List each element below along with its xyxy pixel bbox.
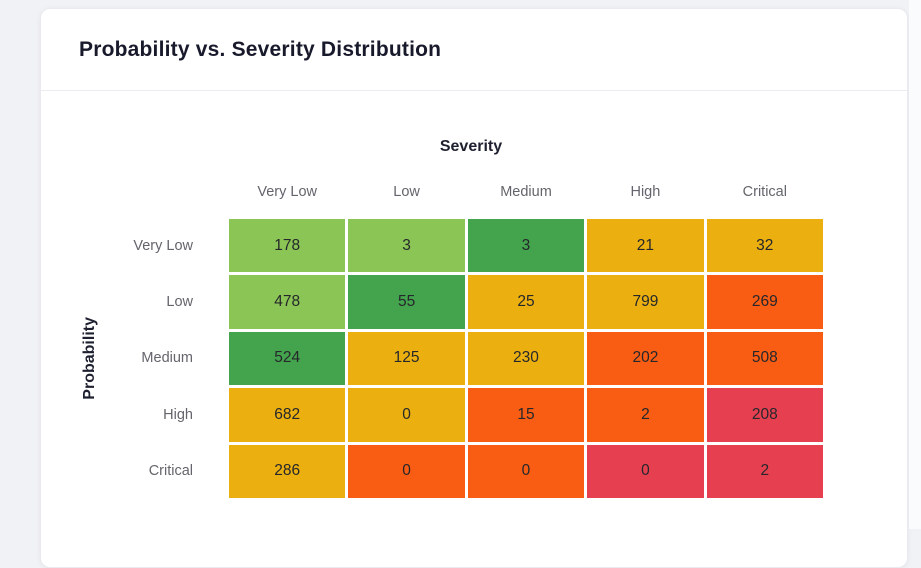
heatmap-cell-very-low-high[interactable]: 21	[587, 219, 704, 273]
row-label-critical: Critical	[148, 463, 193, 480]
heatmap-cell-high-medium[interactable]: 15	[467, 388, 585, 442]
heatmap-cell-critical-very-low[interactable]: 286	[229, 444, 346, 498]
heatmap-cell-medium-very-low[interactable]: 524	[229, 331, 346, 386]
heatmap-cell-very-low-very-low[interactable]: 178	[229, 219, 346, 273]
row-label-very-low: Very Low	[133, 237, 193, 254]
heatmap-cell-medium-critical[interactable]: 508	[706, 331, 823, 386]
heatmap-cell-high-low[interactable]: 0	[348, 388, 465, 442]
heatmap-cell-medium-high[interactable]: 202	[587, 331, 704, 386]
heatmap-cell-very-low-medium[interactable]: 3	[467, 219, 585, 273]
right-gutter	[909, 0, 921, 529]
x-axis-title: Severity	[439, 138, 503, 155]
column-header-low: Low	[393, 184, 420, 200]
heatmap-cell-very-low-low[interactable]: 3	[348, 219, 465, 273]
heatmap-cell-medium-medium[interactable]: 230	[467, 331, 585, 386]
heatmap-cell-critical-high[interactable]: 0	[587, 444, 704, 498]
heatmap-cell-high-critical[interactable]: 208	[706, 388, 823, 442]
heatmap-cell-low-critical[interactable]: 269	[706, 275, 823, 329]
heatmap-cell-high-high[interactable]: 2	[587, 388, 704, 442]
heatmap-cell-low-medium[interactable]: 25	[467, 275, 585, 329]
column-headers: Very Low Low Medium High Critical	[229, 184, 823, 200]
heatmap-cell-low-high[interactable]: 799	[587, 275, 704, 329]
card-title: Probability vs. Severity Distribution	[79, 37, 442, 61]
heatmap-cell-critical-medium[interactable]: 0	[467, 444, 585, 498]
heatmap-grid: 178 3 3 21 32 478 55 25 799 269 524 125 230 202 508 682…	[229, 219, 823, 498]
heatmap-cell-critical-low[interactable]: 0	[348, 444, 465, 498]
card-header: Probability vs. Severity Distribution	[41, 9, 907, 91]
row-labels: Very Low Low Medium High Critical	[41, 219, 193, 498]
heatmap-cell-very-low-critical[interactable]: 32	[706, 219, 823, 273]
row-label-high: High	[163, 406, 193, 423]
row-label-medium: Medium	[141, 350, 193, 367]
heatmap-cell-low-very-low[interactable]: 478	[229, 275, 346, 329]
heatmap-cell-high-very-low[interactable]: 682	[229, 388, 346, 442]
column-header-very-low: Very Low	[257, 184, 318, 200]
chart-card: Probability vs. Severity Distribution Se…	[40, 8, 908, 568]
row-label-low: Low	[166, 294, 193, 311]
heatmap-cell-low-low[interactable]: 55	[348, 275, 465, 329]
heatmap-cell-critical-critical[interactable]: 2	[706, 444, 823, 498]
column-header-high: High	[630, 184, 661, 200]
column-header-medium: Medium	[500, 184, 552, 200]
column-header-critical: Critical	[742, 184, 787, 200]
heatmap-chart: Severity Very Low Low Medium High Critical P…	[41, 92, 907, 537]
heatmap-cell-medium-low[interactable]: 125	[348, 331, 465, 386]
